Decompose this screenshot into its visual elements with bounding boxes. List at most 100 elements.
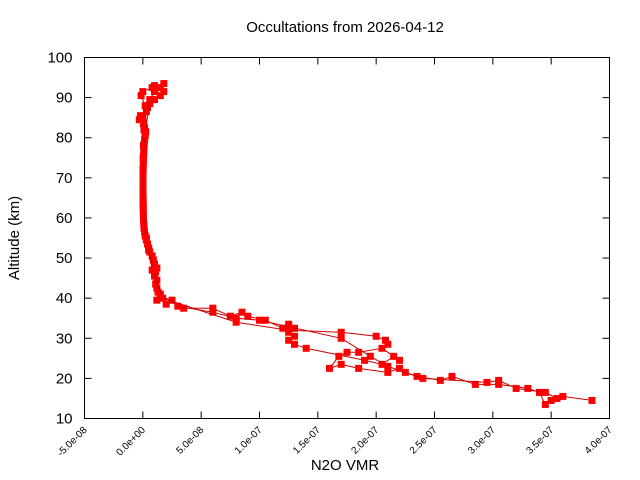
chart-title: Occultations from 2026-04-12	[246, 19, 444, 36]
y-tick-label: 80	[56, 130, 73, 147]
data-point	[139, 154, 147, 162]
data-point	[337, 334, 345, 342]
data-point	[149, 256, 157, 264]
series-line	[142, 91, 389, 345]
data-point	[372, 332, 380, 340]
data-point	[151, 96, 158, 104]
data-point	[151, 270, 158, 278]
data-point	[536, 388, 543, 396]
series-1	[135, 80, 596, 408]
x-tick-label: 5.0e-08	[175, 425, 207, 457]
data-point	[256, 316, 263, 324]
data-point	[153, 276, 161, 284]
data-point	[146, 96, 154, 104]
x-tick-label: 2.0e-07	[350, 425, 382, 457]
data-point	[139, 142, 147, 150]
data-point	[137, 92, 145, 100]
data-point	[285, 320, 293, 328]
y-tick-label: 40	[56, 290, 73, 307]
data-point	[156, 84, 164, 92]
y-tick-label: 20	[56, 370, 73, 387]
y-tick-label: 100	[47, 50, 72, 67]
y-tick-label: 30	[56, 330, 73, 347]
data-point	[419, 374, 427, 382]
data-point	[337, 360, 345, 368]
data-point	[396, 356, 403, 364]
series-line	[138, 83, 593, 406]
data-point	[153, 296, 161, 304]
data-point	[384, 362, 392, 370]
data-point	[140, 222, 148, 230]
data-point	[396, 364, 403, 372]
series-3	[139, 88, 392, 348]
data-point	[285, 326, 293, 334]
data-point	[160, 88, 168, 96]
data-point	[495, 376, 503, 384]
data-point	[559, 392, 567, 400]
data-point	[390, 352, 398, 360]
data-point	[279, 324, 287, 332]
data-point	[153, 284, 161, 292]
y-tick-label: 10	[56, 411, 73, 428]
y-axis-label: Altitude (km)	[6, 196, 23, 280]
data-point	[152, 280, 160, 288]
data-point	[291, 332, 298, 340]
data-point	[232, 314, 240, 322]
y-tick-label: 60	[56, 210, 73, 227]
data-point	[180, 304, 188, 312]
x-tick-label: 0.0e+00	[114, 425, 148, 459]
data-point	[384, 368, 392, 376]
data-point	[139, 114, 147, 122]
data-point	[141, 130, 149, 138]
data-point	[337, 328, 345, 336]
x-tick-label: 2.5e-07	[408, 425, 440, 457]
data-point	[291, 340, 298, 348]
data-point	[378, 360, 386, 368]
x-tick-label: 3.0e-07	[466, 425, 498, 457]
data-point	[355, 364, 363, 372]
data-point	[209, 304, 217, 312]
data-point	[541, 400, 549, 408]
data-point	[151, 260, 158, 268]
data-point	[159, 294, 167, 302]
data-point	[436, 376, 444, 384]
data-point	[335, 352, 343, 360]
data-point	[541, 388, 549, 396]
data-point	[141, 228, 149, 236]
data-point	[361, 356, 368, 364]
data-point	[244, 312, 252, 320]
data-point	[238, 308, 246, 316]
data-point	[139, 202, 147, 210]
data-point	[160, 80, 168, 88]
plot-frame	[84, 57, 610, 419]
data-point	[382, 336, 389, 344]
data-point	[366, 352, 374, 360]
data-point	[156, 290, 164, 298]
data-point	[448, 372, 456, 380]
y-tick-label: 70	[56, 170, 73, 187]
data-point	[553, 394, 561, 402]
y-tick-label: 50	[56, 250, 73, 267]
data-point	[261, 316, 269, 324]
data-point	[378, 344, 386, 352]
x-tick-label: 4.0e-07	[583, 425, 615, 457]
data-point	[232, 318, 240, 326]
data-point	[209, 308, 217, 316]
data-point	[285, 336, 293, 344]
x-axis-label: N2O VMR	[311, 457, 380, 474]
y-tick-label: 90	[56, 90, 73, 107]
data-point	[139, 88, 147, 96]
data-point	[588, 396, 596, 404]
data-point	[162, 300, 170, 308]
data-point	[151, 82, 158, 90]
axis-ticks: 10 20 30 40 50 60 70 80 90 100 -5.0e-08 0.0e+00 5.0e…	[47, 50, 614, 459]
data-point	[153, 264, 161, 272]
data-point	[524, 384, 532, 392]
data-point	[140, 126, 148, 134]
data-point	[156, 92, 164, 100]
x-tick-label: 1.5e-07	[291, 425, 323, 457]
data-point	[142, 234, 150, 242]
data-point	[168, 296, 176, 304]
data-point	[512, 384, 520, 392]
